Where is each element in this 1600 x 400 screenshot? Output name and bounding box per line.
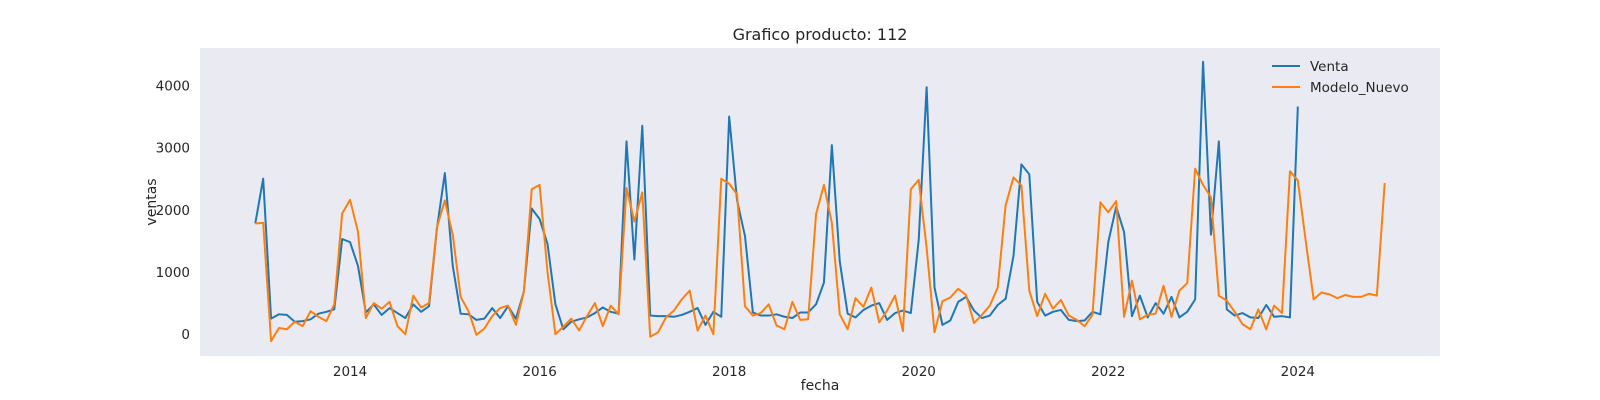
y-axis-ticks: 0 1000 2000 3000 4000 <box>156 78 190 343</box>
legend-label: Venta <box>1310 59 1349 75</box>
y-tick-label: 2000 <box>156 203 190 219</box>
x-axis-ticks: 2014 2016 2018 2020 2022 2024 <box>333 364 1315 380</box>
legend: Venta Modelo_Nuevo <box>1272 59 1409 96</box>
series-lines <box>254 60 1386 343</box>
y-tick-label: 3000 <box>156 141 190 157</box>
x-tick-label: 2014 <box>333 364 367 380</box>
x-tick-label: 2024 <box>1281 364 1315 380</box>
x-tick-label: 2020 <box>902 364 936 380</box>
series-line-modelo-nuevo <box>255 167 1386 343</box>
series-line-venta <box>254 60 1299 331</box>
legend-label: Modelo_Nuevo <box>1310 80 1409 96</box>
y-tick-label: 1000 <box>156 265 190 281</box>
x-tick-label: 2016 <box>522 364 556 380</box>
x-axis-label: fecha <box>801 378 840 394</box>
chart-title: Grafico producto: 112 <box>733 25 908 44</box>
y-tick-label: 4000 <box>156 78 190 94</box>
x-tick-label: 2018 <box>712 364 746 380</box>
x-tick-label: 2022 <box>1091 364 1125 380</box>
y-axis-label: ventas <box>144 178 160 225</box>
y-tick-label: 0 <box>181 327 190 343</box>
